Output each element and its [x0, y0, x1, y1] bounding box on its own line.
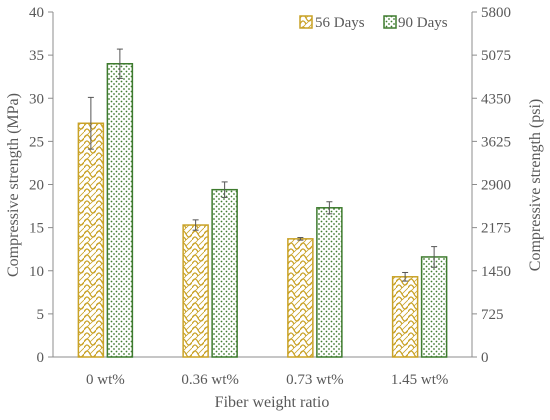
- left-tick-label: 35: [29, 48, 44, 64]
- left-tick-label: 20: [29, 178, 44, 194]
- right-tick-label: 4350: [481, 91, 511, 107]
- legend-swatch-56-days: [299, 15, 313, 29]
- x-tick-label: 0 wt%: [86, 372, 125, 388]
- right-tick-label: 5075: [481, 48, 511, 64]
- left-tick-label: 25: [29, 134, 44, 150]
- bar-56-days: [77, 122, 105, 358]
- left-tick-label: 15: [29, 221, 44, 237]
- bar-90-days: [211, 188, 238, 358]
- x-tick-label: 0.73 wt%: [286, 372, 344, 388]
- left-tick-label: 5: [37, 307, 45, 323]
- y-axis-title-left: Compressive strength (MPa): [5, 93, 22, 277]
- bar-90-days: [106, 63, 134, 358]
- error-bars-group: [87, 48, 438, 282]
- x-tick-label: 0.36 wt%: [181, 372, 239, 388]
- bar-56-days: [182, 224, 209, 358]
- bar-90-days: [420, 256, 448, 358]
- x-axis-ticks: 0 wt% 0.36 wt% 0.73 wt% 1.45 wt%: [86, 372, 448, 388]
- right-tick-label: 2900: [481, 178, 511, 194]
- legend: 56 Days 90 Days: [299, 15, 448, 31]
- x-axis-title: Fiber weight ratio: [215, 394, 330, 411]
- right-tick-label: 725: [481, 307, 504, 323]
- bar-56-days: [287, 238, 314, 358]
- right-tick-label: 5800: [481, 5, 511, 21]
- bar-56-days: [391, 276, 419, 358]
- left-tick-label: 0: [37, 350, 45, 366]
- bars-group: [77, 63, 448, 358]
- left-tick-label: 30: [29, 91, 44, 107]
- legend-label-56-days: 56 Days: [315, 15, 365, 31]
- left-tick-label: 10: [29, 264, 44, 280]
- right-tick-label: 0: [481, 350, 489, 366]
- bar-90-days: [316, 207, 343, 358]
- left-tick-label: 40: [29, 5, 44, 21]
- x-tick-label: 1.45 wt%: [391, 372, 449, 388]
- right-tick-label: 1450: [481, 264, 511, 280]
- right-axis-ticks: 0 725 1450 2175 2900 3625 4350 5075 5800: [472, 5, 511, 366]
- y-axis-title-right: Compressive strength (psi): [527, 99, 544, 271]
- right-tick-label: 2175: [481, 221, 511, 237]
- left-axis-ticks: 0 5 10 15 20 25 30 35 40: [29, 5, 53, 366]
- right-tick-label: 3625: [481, 134, 511, 150]
- legend-label-90-days: 90 Days: [398, 15, 448, 31]
- legend-swatch-90-days: [383, 15, 397, 29]
